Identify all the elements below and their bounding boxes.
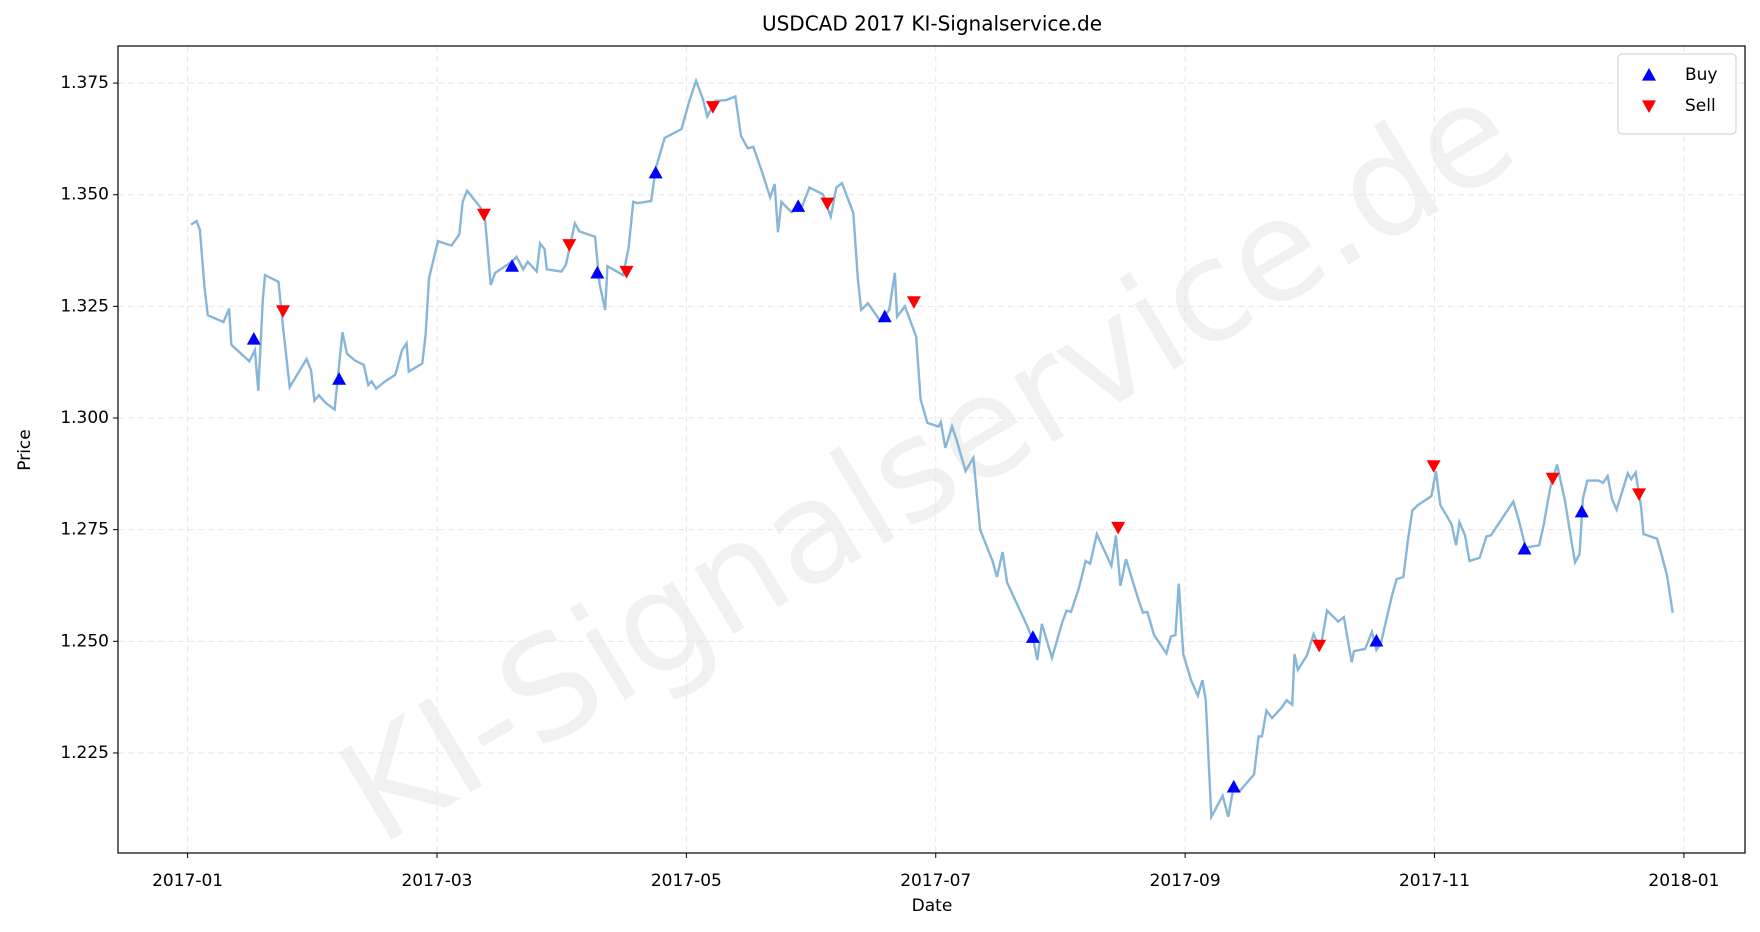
x-tick-label: 2017-09 bbox=[1150, 871, 1221, 891]
y-tick-label: 1.250 bbox=[60, 631, 109, 651]
watermark: KI-Signalservice.de bbox=[313, 49, 1541, 876]
signal-marker bbox=[619, 265, 634, 279]
signal-marker bbox=[1226, 779, 1241, 793]
legend-marker bbox=[1642, 68, 1656, 81]
signal-marker bbox=[705, 101, 720, 114]
legend-label: Sell bbox=[1685, 96, 1716, 116]
chart-title: USDCAD 2017 KI-Signalservice.de bbox=[762, 12, 1102, 36]
y-tick-label: 1.325 bbox=[60, 296, 109, 316]
x-tick-label: 2017-01 bbox=[152, 871, 223, 891]
signal-marker bbox=[1574, 504, 1589, 518]
signal-marker bbox=[1632, 488, 1647, 501]
x-axis-label: Date bbox=[912, 896, 953, 916]
signal-marker bbox=[1025, 630, 1040, 643]
signal-marker bbox=[246, 331, 261, 345]
plot-frame bbox=[117, 45, 1746, 854]
signal-marker bbox=[505, 259, 520, 272]
legend-box bbox=[1617, 53, 1737, 135]
signal-marker bbox=[476, 208, 491, 222]
signal-marker bbox=[648, 165, 663, 179]
x-tick-label: 2017-11 bbox=[1399, 871, 1470, 891]
price-line bbox=[190, 77, 1674, 822]
y-tick-label: 1.275 bbox=[60, 520, 109, 540]
y-tick-label: 1.300 bbox=[60, 408, 109, 428]
signal-marker bbox=[1545, 472, 1560, 486]
x-tick-label: 2018-01 bbox=[1648, 871, 1719, 891]
signal-marker bbox=[1111, 521, 1126, 535]
x-tick-label: 2017-03 bbox=[401, 871, 472, 891]
y-tick-label: 1.350 bbox=[60, 185, 109, 205]
y-axis-label: Price bbox=[15, 429, 35, 470]
signal-marker bbox=[275, 305, 290, 318]
x-tick-label: 2017-05 bbox=[651, 871, 722, 891]
signal-marker bbox=[590, 265, 605, 279]
signal-marker bbox=[332, 372, 347, 385]
signal-marker bbox=[1312, 639, 1327, 653]
signal-marker bbox=[877, 309, 892, 323]
legend-marker bbox=[1642, 100, 1656, 113]
signal-marker bbox=[1426, 460, 1441, 473]
signal-marker bbox=[820, 197, 835, 211]
y-tick-label: 1.375 bbox=[60, 73, 109, 93]
signal-marker bbox=[791, 199, 806, 212]
signal-marker bbox=[1517, 541, 1532, 555]
signal-marker bbox=[562, 239, 577, 252]
signal-marker bbox=[1369, 633, 1384, 647]
x-tick-label: 2017-07 bbox=[900, 871, 971, 891]
signal-marker bbox=[906, 296, 921, 309]
y-tick-label: 1.225 bbox=[60, 743, 109, 763]
legend-label: Buy bbox=[1685, 65, 1718, 85]
